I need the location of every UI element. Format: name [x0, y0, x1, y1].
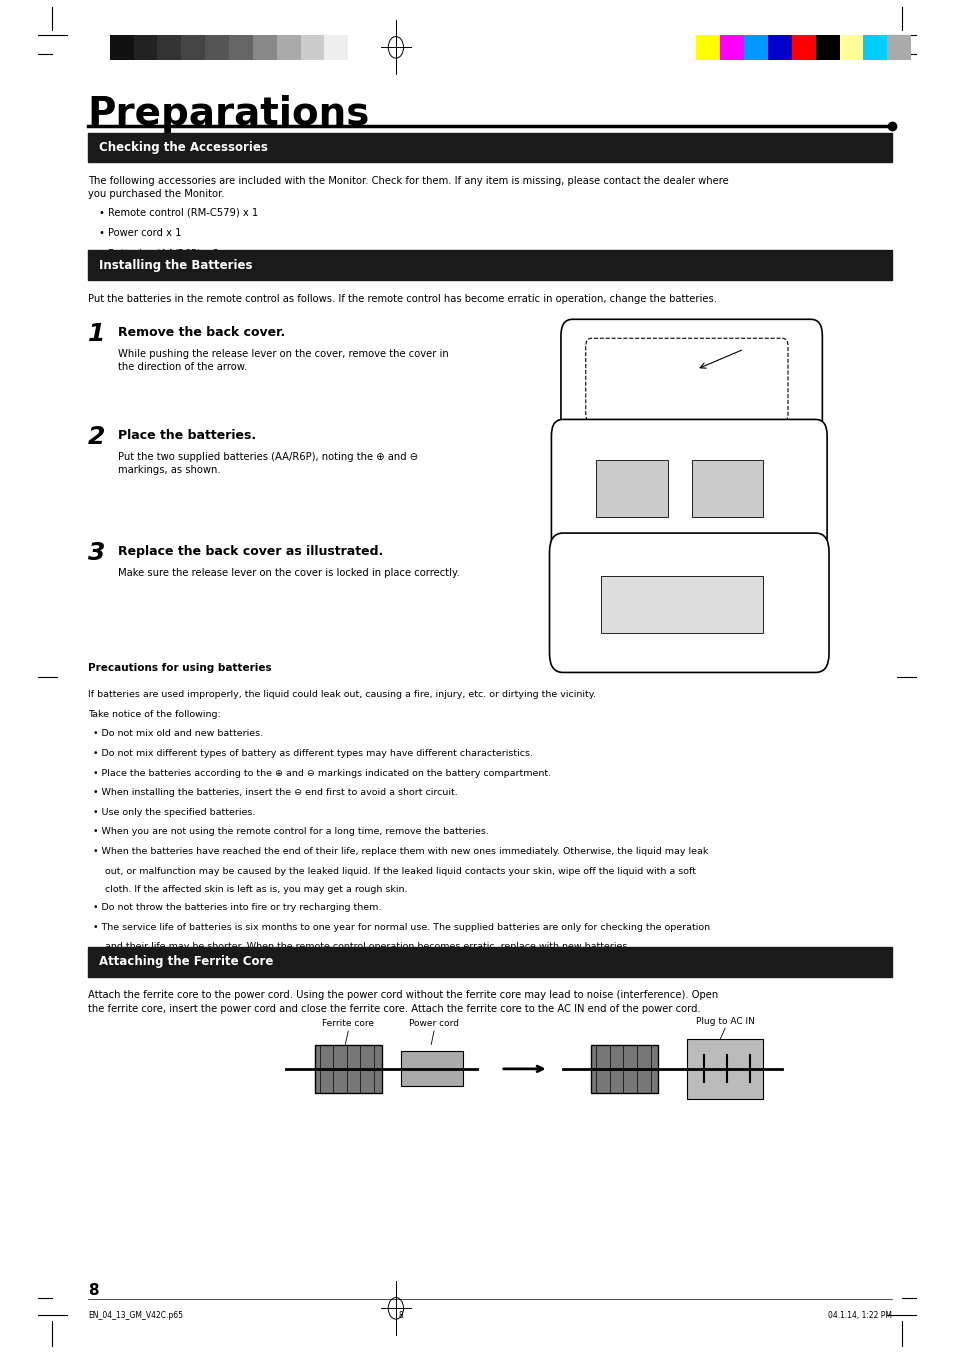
FancyBboxPatch shape [88, 947, 891, 977]
Bar [791, 35, 815, 60]
Bar [886, 35, 910, 60]
Bar [400, 1051, 462, 1086]
Text: Precautions for using batteries: Precautions for using batteries [88, 663, 271, 672]
Text: Make sure the release lever on the cover is locked in place correctly.: Make sure the release lever on the cover… [118, 568, 459, 578]
Text: • Batteries (AA/R6P) x 2: • Batteries (AA/R6P) x 2 [99, 249, 219, 258]
Text: out, or malfunction may be caused by the leaked liquid. If the leaked liquid con: out, or malfunction may be caused by the… [105, 867, 695, 875]
Text: While pushing the release lever on the cover, remove the cover in
the direction : While pushing the release lever on the c… [118, 349, 449, 372]
Bar [743, 35, 767, 60]
Bar [600, 576, 762, 633]
Text: • Place the batteries according to the ⊕ and ⊖ markings indicated on the battery: • Place the batteries according to the ⊕… [92, 769, 550, 778]
Text: • When installing the batteries, insert the ⊖ end first to avoid a short circuit: • When installing the batteries, insert … [92, 789, 456, 797]
Text: Preparations: Preparations [88, 95, 370, 133]
Bar [253, 35, 276, 60]
Bar [815, 35, 839, 60]
FancyBboxPatch shape [88, 133, 891, 162]
Bar [110, 35, 133, 60]
Text: Plug to AC IN: Plug to AC IN [695, 1016, 754, 1026]
Text: • When you are not using the remote control for a long time, remove the batterie: • When you are not using the remote cont… [92, 828, 488, 836]
Bar [157, 35, 181, 60]
Text: Checking the Accessories: Checking the Accessories [99, 141, 268, 154]
Text: Power cord: Power cord [409, 1019, 458, 1028]
Bar [720, 35, 743, 60]
Bar [229, 35, 253, 60]
Text: • When the batteries have reached the end of their life, replace them with new o: • When the batteries have reached the en… [92, 847, 707, 856]
Text: Attaching the Ferrite Core: Attaching the Ferrite Core [99, 955, 274, 969]
Text: • Do not mix old and new batteries.: • Do not mix old and new batteries. [92, 729, 262, 739]
Text: 04.1.14, 1:22 PM: 04.1.14, 1:22 PM [827, 1311, 891, 1321]
Text: • Power cord x 1: • Power cord x 1 [99, 229, 181, 238]
Text: • The service life of batteries is six months to one year for normal use. The su: • The service life of batteries is six m… [92, 923, 709, 932]
Bar [348, 35, 372, 60]
Bar [300, 35, 324, 60]
Text: 1: 1 [88, 322, 105, 346]
Text: If batteries are used improperly, the liquid could leak out, causing a fire, inj: If batteries are used improperly, the li… [88, 690, 595, 700]
Text: Attach the ferrite core to the power cord. Using the power cord without the ferr: Attach the ferrite core to the power cor… [88, 990, 718, 1013]
Bar [205, 35, 229, 60]
Text: 8: 8 [88, 1283, 98, 1298]
Text: Take notice of the following:: Take notice of the following: [88, 710, 220, 718]
Bar [839, 35, 862, 60]
Bar [686, 1039, 762, 1099]
Bar [696, 35, 720, 60]
Bar [276, 35, 300, 60]
Text: Put the two supplied batteries (AA/R6P), noting the ⊕ and ⊖
markings, as shown.: Put the two supplied batteries (AA/R6P),… [118, 452, 418, 475]
Text: 8: 8 [398, 1311, 402, 1321]
Text: and their life may be shorter. When the remote control operation becomes erratic: and their life may be shorter. When the … [105, 943, 630, 951]
Text: Replace the back cover as illustrated.: Replace the back cover as illustrated. [118, 545, 383, 559]
Text: • Ferrite core x 1: • Ferrite core x 1 [99, 271, 184, 280]
Bar [181, 35, 205, 60]
FancyBboxPatch shape [549, 533, 828, 672]
Bar [314, 1045, 381, 1093]
Text: 2: 2 [88, 425, 105, 449]
Bar [324, 35, 348, 60]
Text: Place the batteries.: Place the batteries. [118, 429, 256, 442]
Text: 3: 3 [88, 541, 105, 566]
Bar [862, 35, 886, 60]
Text: Put the batteries in the remote control as follows. If the remote control has be: Put the batteries in the remote control … [88, 294, 716, 303]
Bar [691, 460, 762, 517]
FancyBboxPatch shape [88, 250, 891, 280]
FancyBboxPatch shape [551, 419, 826, 553]
Text: • Do not mix different types of battery as different types may have different ch: • Do not mix different types of battery … [92, 750, 532, 758]
Text: Installing the Batteries: Installing the Batteries [99, 258, 253, 272]
Text: Ferrite core: Ferrite core [322, 1019, 374, 1028]
Text: EN_04_13_GM_V42C.p65: EN_04_13_GM_V42C.p65 [88, 1311, 183, 1321]
Text: cloth. If the affected skin is left as is, you may get a rough skin.: cloth. If the affected skin is left as i… [105, 885, 407, 894]
Text: • Remote control (RM-C579) x 1: • Remote control (RM-C579) x 1 [99, 207, 258, 216]
FancyBboxPatch shape [560, 319, 821, 444]
Text: The following accessories are included with the Monitor. Check for them. If any : The following accessories are included w… [88, 176, 728, 199]
Text: Remove the back cover.: Remove the back cover. [118, 326, 285, 340]
Bar [133, 35, 157, 60]
Bar [591, 1045, 658, 1093]
Bar [596, 460, 667, 517]
Text: • Use only the specified batteries.: • Use only the specified batteries. [92, 808, 254, 817]
Bar [767, 35, 791, 60]
Text: • Do not throw the batteries into fire or try recharging them.: • Do not throw the batteries into fire o… [92, 904, 380, 912]
